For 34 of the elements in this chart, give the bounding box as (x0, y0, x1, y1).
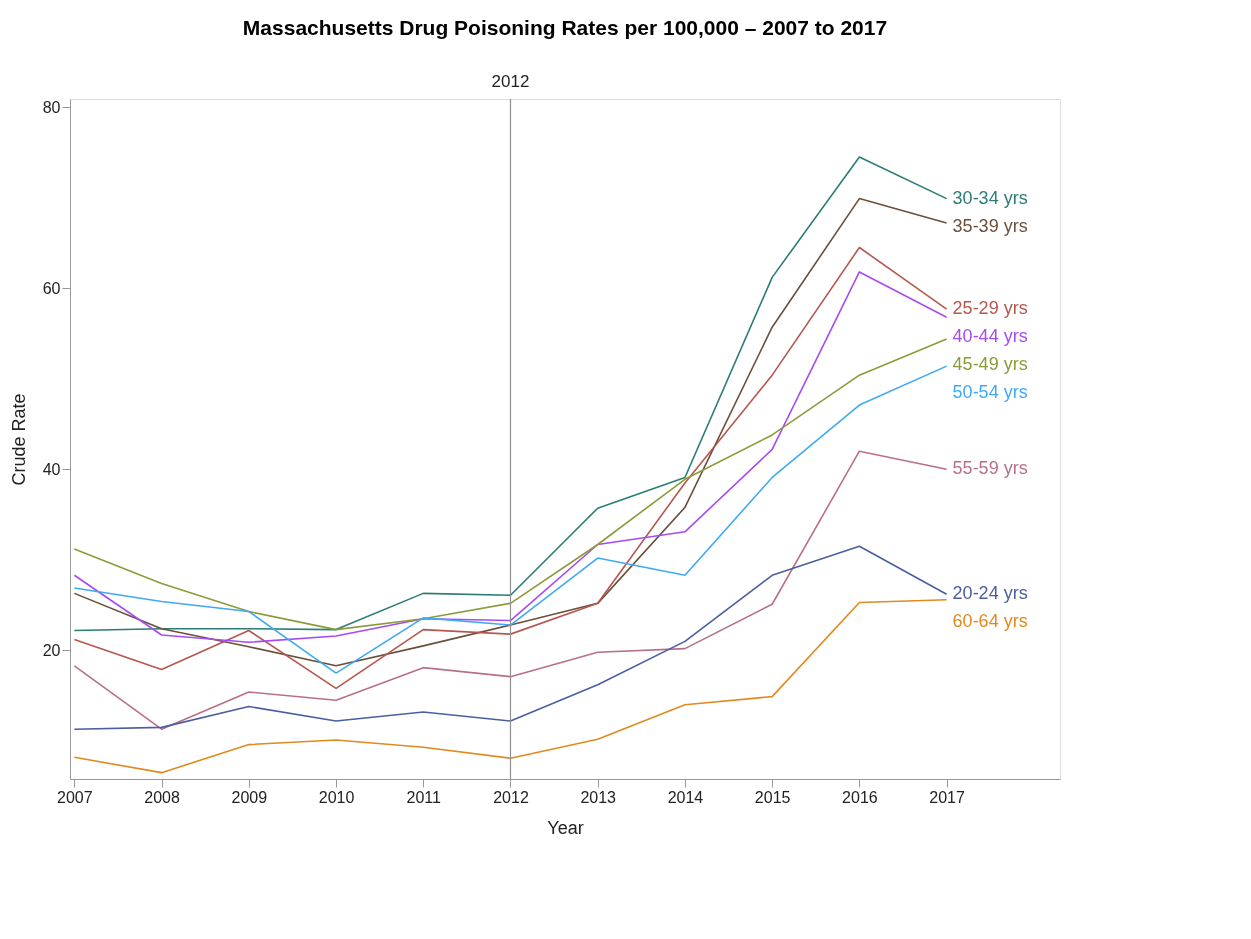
series-label: 50-54 yrs (952, 382, 1028, 403)
series-label: 55-59 yrs (952, 458, 1028, 479)
x-tick-label: 2015 (754, 788, 791, 806)
y-tick-label: 20 (42, 641, 61, 659)
x-tick-label: 2014 (667, 788, 704, 806)
line-series (73, 365, 948, 674)
y-tick-label: 40 (42, 460, 61, 478)
x-tick-label: 2008 (144, 788, 180, 806)
y-tick-label: 60 (42, 279, 61, 297)
line-series (73, 271, 948, 644)
line-series (73, 545, 948, 730)
x-tick-label: 2010 (318, 788, 355, 806)
line-series (73, 598, 948, 774)
y-axis-title: Crude Rate (8, 393, 29, 486)
x-tick-label: 2007 (57, 788, 93, 806)
x-tick-label: 2017 (929, 788, 966, 806)
series-label: 35-39 yrs (952, 215, 1028, 236)
series-label: 40-44 yrs (952, 326, 1028, 347)
series-label: 30-34 yrs (952, 187, 1028, 208)
x-tick-label: 2012 (493, 788, 529, 806)
x-tick-label: 2013 (580, 788, 617, 806)
chart-title: Massachusetts Drug Poisoning Rates per 100,000 – 2007 to 2017 (242, 16, 888, 39)
line-series (73, 450, 948, 730)
x-tick-label: 2009 (231, 788, 268, 806)
series-label: 60-64 yrs (952, 611, 1028, 632)
series-label: 25-29 yrs (952, 298, 1028, 319)
line-series (73, 338, 948, 631)
y-tick-label: 80 (42, 98, 61, 116)
ref-line-label: 2012 (491, 72, 530, 91)
x-tick-label: 2016 (842, 788, 878, 806)
series-label: 20-24 yrs (952, 583, 1028, 604)
x-axis-title: Year (547, 817, 584, 838)
series-label: 45-49 yrs (952, 354, 1028, 375)
x-tick-label: 2011 (406, 788, 442, 806)
